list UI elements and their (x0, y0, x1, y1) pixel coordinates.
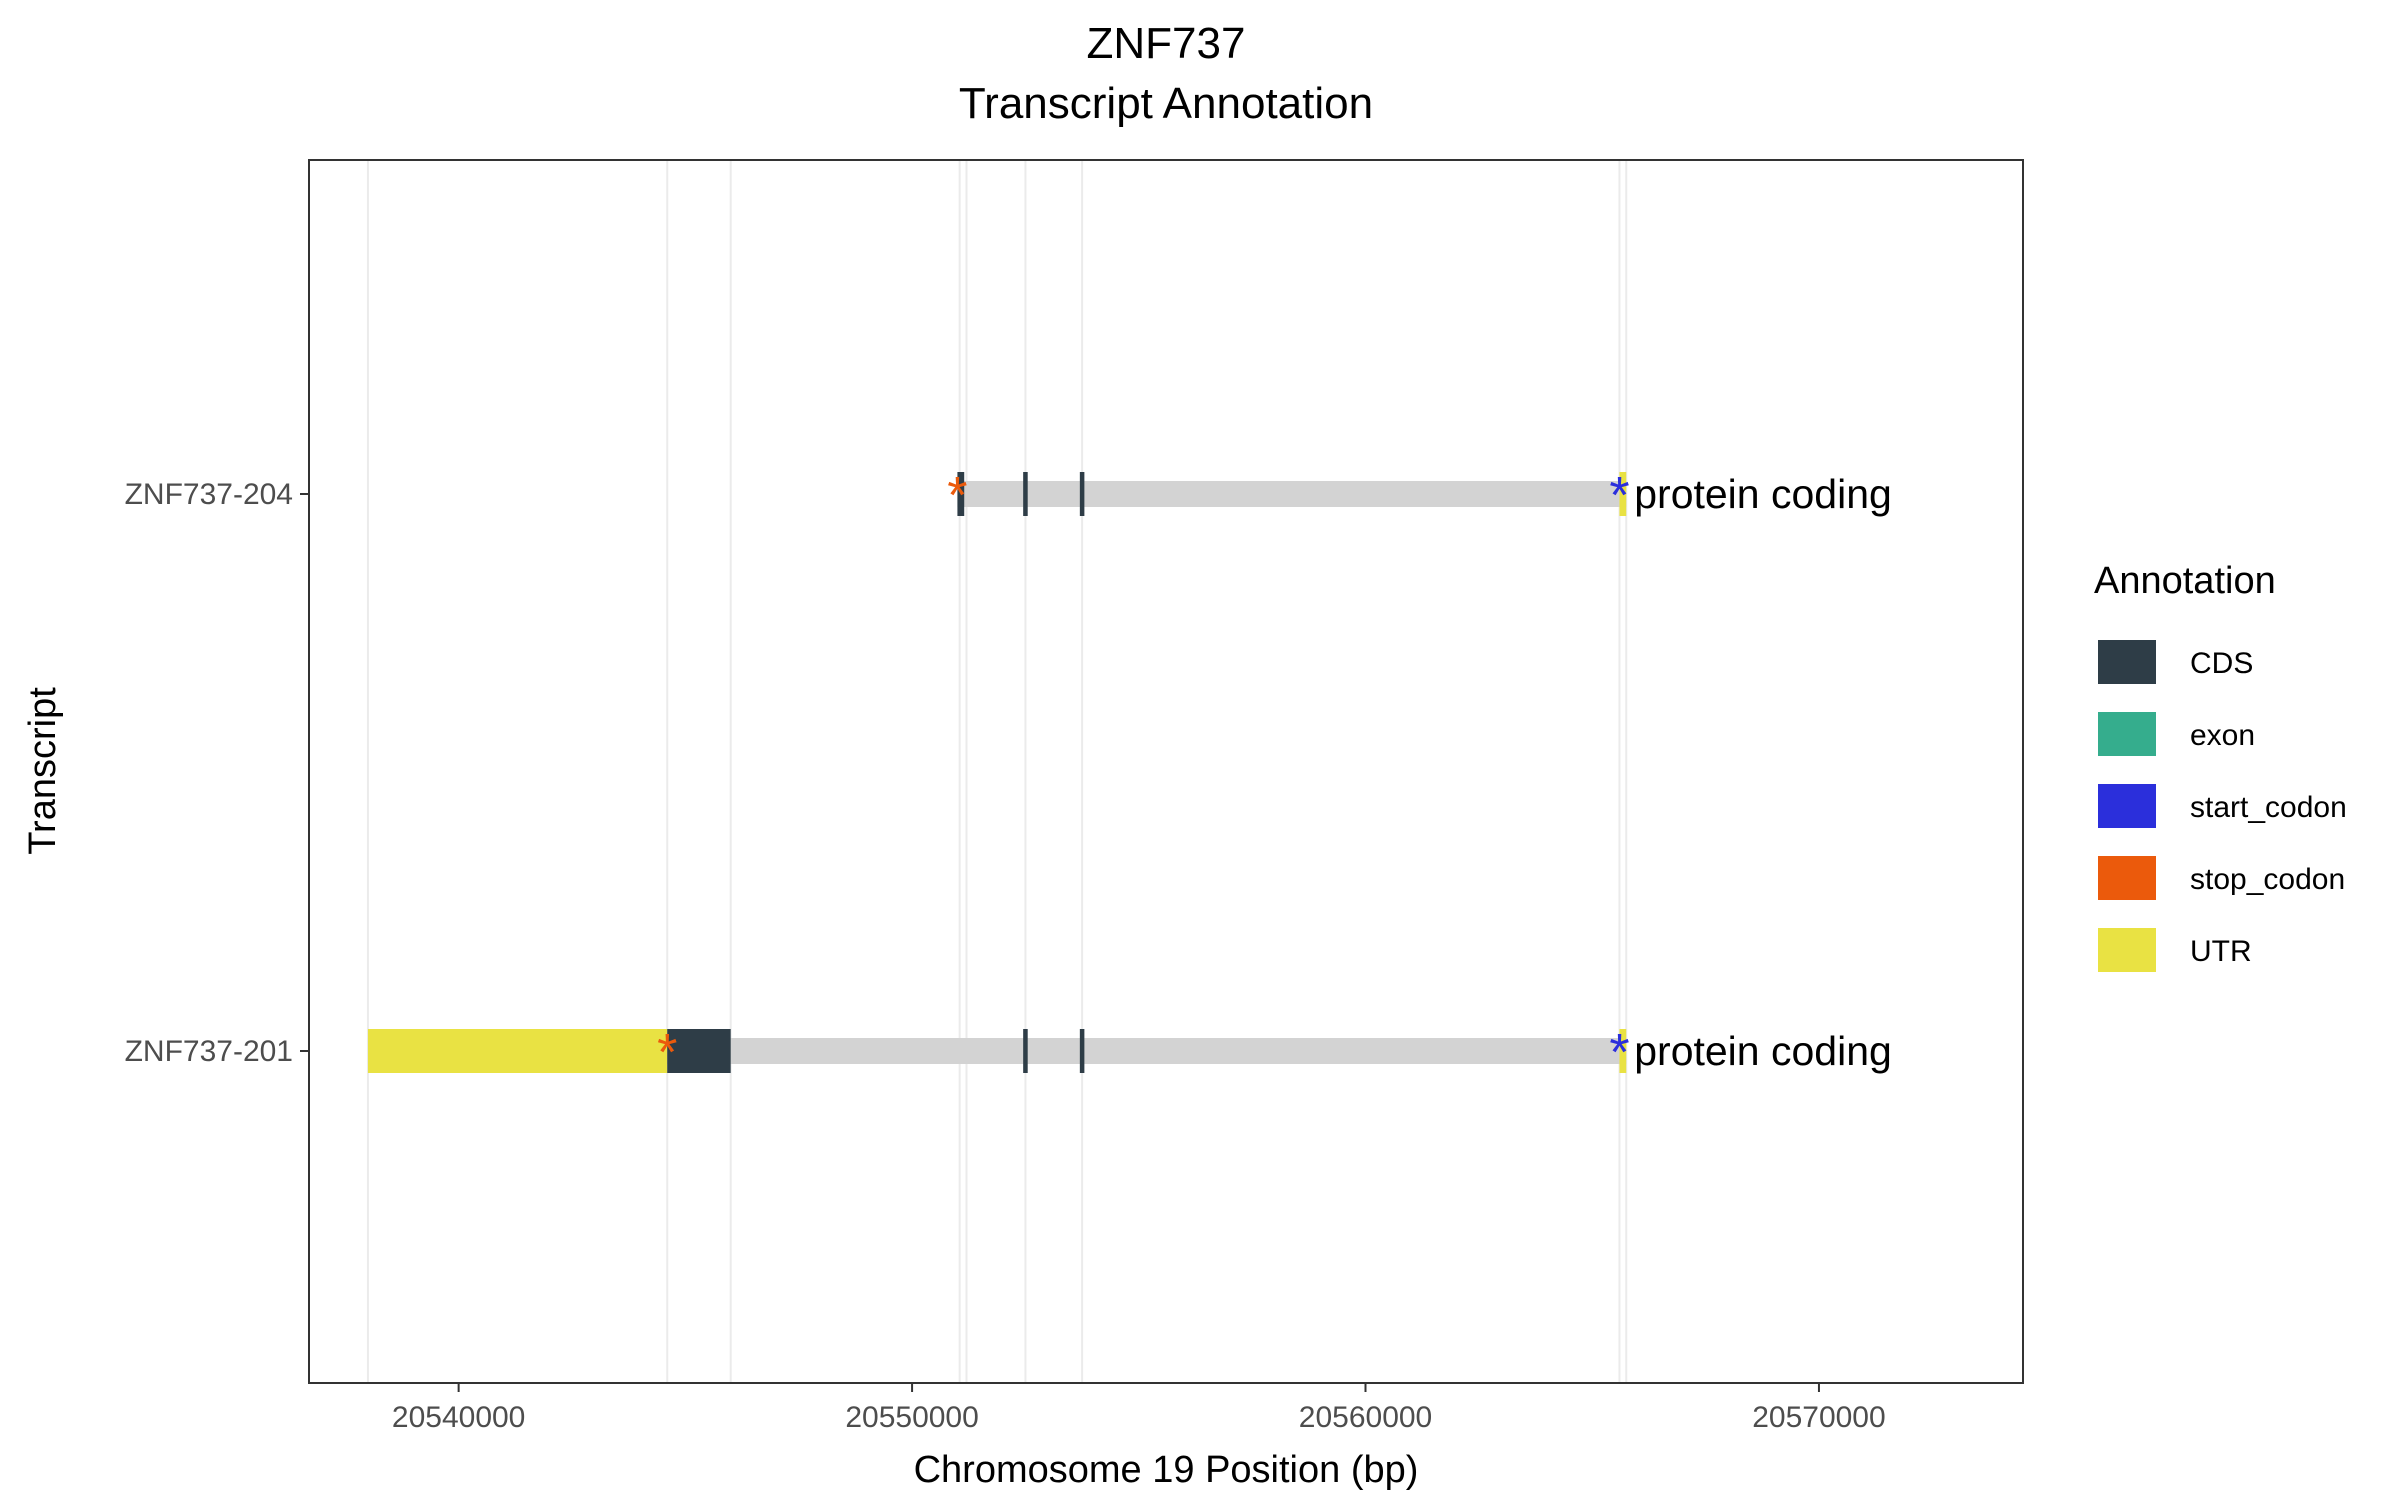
plot-panel (309, 160, 2023, 1383)
stop-codon-marker: * (947, 467, 967, 525)
legend-key-start_codon (2098, 784, 2156, 828)
utr-feature (1619, 472, 1627, 516)
x-tick-label-1: 20550000 (845, 1401, 978, 1434)
biotype-label: protein coding (1634, 471, 1892, 517)
legend-title: Annotation (2094, 560, 2276, 602)
transcript-ZNF737-204: * * protein coding (947, 467, 1892, 525)
transcript-tracks: * * protein coding* * protein coding (367, 467, 1892, 1082)
legend-label-CDS: CDS (2190, 647, 2253, 680)
cds-feature (1023, 1029, 1028, 1073)
y-axis-title: Transcript (22, 687, 64, 855)
legend-key-CDS (2098, 640, 2156, 684)
legend-key-stop_codon (2098, 856, 2156, 900)
chart-title-line2: Transcript Annotation (959, 79, 1373, 128)
x-axis-title: Chromosome 19 Position (bp) (914, 1449, 1419, 1491)
transcript-ZNF737-201: * * protein coding (367, 1024, 1892, 1082)
cds-feature (667, 1029, 731, 1073)
x-tick-label-2: 20560000 (1299, 1401, 1432, 1434)
stop-codon-marker: * (657, 1024, 677, 1082)
y-axis: ZNF737-204 ZNF737-201 (125, 478, 309, 1068)
cds-feature (957, 472, 965, 516)
intron-backbone (957, 481, 1627, 507)
y-tick-label-1: ZNF737-201 (125, 1035, 293, 1068)
y-tick-label-0: ZNF737-204 (125, 478, 293, 511)
x-tick-label-3: 20570000 (1752, 1401, 1885, 1434)
legend-label-start_codon: start_codon (2190, 791, 2347, 824)
cds-feature (1079, 472, 1085, 516)
x-tick-label-0: 20540000 (392, 1401, 525, 1434)
utr-feature (367, 1029, 668, 1073)
start-codon-marker: * (1609, 1024, 1629, 1082)
legend-label-stop_codon: stop_codon (2190, 863, 2345, 896)
start-codon-marker: * (1609, 467, 1629, 525)
legend-key-UTR (2098, 928, 2156, 972)
grid-lines (366, 160, 1628, 1383)
legend: Annotation CDS exon start_codon stop_codon U… (2094, 560, 2347, 972)
biotype-label: protein coding (1634, 1028, 1892, 1074)
legend-label-exon: exon (2190, 719, 2255, 752)
cds-feature (1079, 1029, 1085, 1073)
cds-feature (1023, 472, 1028, 516)
x-axis: 20540000 20550000 20560000 20570000 (392, 1383, 1886, 1434)
utr-feature (1619, 1029, 1627, 1073)
legend-label-UTR: UTR (2190, 935, 2252, 968)
chart-title-line1: ZNF737 (1087, 19, 1246, 68)
plot-border (308, 159, 2024, 1384)
legend-key-exon (2098, 712, 2156, 756)
